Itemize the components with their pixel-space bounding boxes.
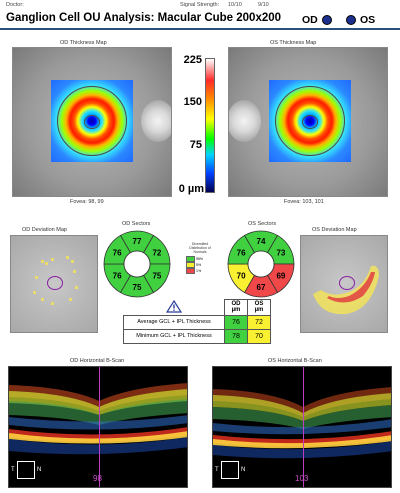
od-thickness-map-title: OD Thickness Map [60, 40, 107, 46]
od-fovea-label: Fovea: 98, 99 [70, 199, 104, 205]
table-header-row: OD µm OS µm [123, 299, 271, 316]
od-bscan[interactable]: 98 T N [8, 366, 188, 488]
row-label: Average GCL + IPL Thickness [123, 314, 225, 330]
table-row: Average GCL + IPL Thickness 76 72 [123, 314, 271, 330]
os-sector-value-2: 69 [276, 272, 285, 281]
os-deviation-overlay [313, 265, 379, 315]
os-bscan-slice-number: 103 [295, 474, 309, 483]
legend-top-note: Diversified [191, 242, 209, 246]
page-title: Ganglion Cell OU Analysis: Macular Cube … [6, 12, 282, 24]
legend-swatch-95 [186, 256, 195, 262]
os-deviation-map-title: OS Deviation Map [312, 227, 357, 233]
od-sector-value-1: 72 [152, 249, 161, 258]
thickness-colorbar [205, 58, 215, 193]
legend-swatch-1 [186, 268, 195, 274]
signal-strength-od: 10/10 [228, 2, 242, 8]
os-thickness-map[interactable] [228, 47, 388, 197]
colorbar-tick-225: 225 [183, 54, 202, 66]
os-label: OS [360, 14, 376, 26]
minimum-od-value: 78 [224, 328, 248, 344]
od-sectors-title: OD Sectors [122, 221, 151, 227]
od-measurement-ring [57, 86, 127, 156]
colorbar-tick-150: 150 [183, 96, 202, 108]
od-deviation-ellipse [47, 276, 63, 290]
os-sector-value-1: 73 [276, 249, 285, 258]
od-deviation-overlay [33, 256, 78, 305]
os-bscan-title: OS Horizontal B-Scan [268, 358, 322, 364]
os-sector-value-5: 76 [237, 249, 246, 258]
temporal-label: T [215, 467, 219, 473]
header-info-line: Doctor: Signal Strength: 10/10 9/10 [0, 0, 400, 10]
legend-label-5: 5% [196, 263, 202, 267]
legend-swatch-5 [186, 262, 195, 268]
orientation-icon [221, 461, 239, 479]
warning-triangle-icon [165, 299, 182, 313]
average-os-value: 72 [247, 314, 271, 330]
os-sector-value-4: 70 [237, 272, 246, 281]
od-sector-value-3: 75 [133, 283, 142, 292]
od-label: OD [302, 14, 318, 26]
od-bscan-title: OD Horizontal B-Scan [70, 358, 125, 364]
legend-entry: 5% [186, 262, 214, 268]
legend-label-95: 95% [196, 257, 204, 261]
os-inner-ring [302, 115, 318, 129]
od-bscan-layers [9, 383, 187, 455]
doctor-label: Doctor: [6, 2, 24, 8]
colorbar-tick-0: 0 µm [178, 183, 204, 195]
os-sector-center [247, 250, 275, 278]
nasal-label: N [37, 467, 42, 473]
title-bar: Ganglion Cell OU Analysis: Macular Cube … [0, 10, 400, 30]
os-bscan-slice-line [303, 367, 304, 487]
od-bscan-slice-number: 98 [93, 474, 102, 483]
os-bscan-layers [213, 387, 391, 459]
minimum-os-value: 70 [247, 328, 271, 344]
od-sector-center [123, 250, 151, 278]
signal-strength-os: 9/10 [258, 2, 269, 8]
warning-cell [123, 299, 225, 316]
od-sector-wheel: 77 72 75 75 76 76 [103, 230, 171, 298]
od-eye-button[interactable]: OD [302, 13, 332, 27]
od-deviation-map-title: OD Deviation Map [22, 227, 67, 233]
os-sector-wheel: 74 73 69 67 70 76 [227, 230, 295, 298]
od-thickness-map[interactable] [12, 47, 172, 197]
os-sector-value-3: 67 [257, 283, 266, 292]
os-dot-icon [346, 15, 356, 25]
normative-legend: Diversified Distribution of Normals 95% … [186, 242, 214, 274]
col-os-header: OS µm [247, 299, 271, 316]
os-fovea-label: Fovea: 103, 101 [284, 199, 324, 205]
os-sectors-title: OS Sectors [248, 221, 277, 227]
od-sector-value-5: 76 [113, 249, 122, 258]
optic-disc [229, 100, 261, 142]
row-label: Minimum GCL + IPL Thickness [123, 328, 225, 344]
legend-heading: Distribution of Normals [189, 246, 211, 254]
colorbar-tick-75: 75 [189, 139, 202, 151]
os-bscan[interactable]: 103 T N [212, 366, 392, 488]
signal-strength-label: Signal Strength: [180, 2, 220, 8]
od-bscan-slice-line [99, 367, 100, 487]
col-od-header: OD µm [224, 299, 248, 316]
od-deviation-map[interactable] [10, 235, 98, 333]
os-eye-button[interactable]: OS [346, 13, 375, 27]
od-sector-value-0: 77 [133, 237, 142, 246]
od-sector-value-2: 75 [152, 272, 161, 281]
os-sector-value-0: 74 [257, 237, 266, 246]
orientation-icon [17, 461, 35, 479]
table-row: Minimum GCL + IPL Thickness 78 70 [123, 328, 271, 344]
od-dot-icon [321, 15, 332, 25]
od-inner-ring [84, 115, 100, 129]
average-od-value: 76 [224, 314, 248, 330]
os-thickness-map-title: OS Thickness Map [270, 40, 317, 46]
od-sector-value-4: 76 [113, 272, 122, 281]
legend-entry: 95% [186, 256, 214, 262]
os-deviation-map[interactable] [300, 235, 388, 333]
optic-disc [141, 100, 171, 142]
temporal-label: T [11, 467, 15, 473]
os-deviation-ellipse [339, 276, 355, 290]
gcl-ipl-table: OD µm OS µm Average GCL + IPL Thickness … [123, 299, 271, 344]
nasal-label: N [241, 467, 246, 473]
os-measurement-ring [275, 86, 345, 156]
legend-label-1: 1% [196, 269, 202, 273]
legend-entry: 1% [186, 268, 214, 274]
